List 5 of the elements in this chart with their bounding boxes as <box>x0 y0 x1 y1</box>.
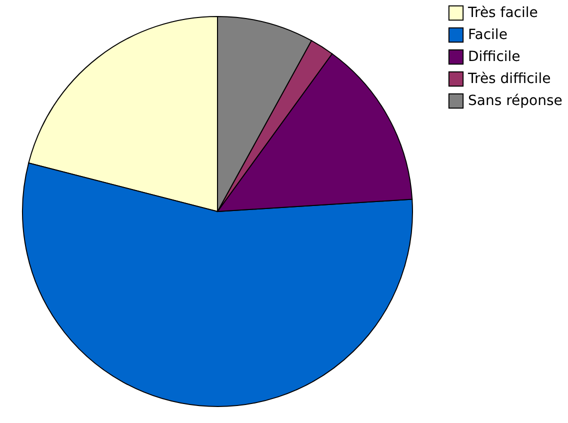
legend-label: Facile <box>468 27 508 43</box>
legend-label: Sans réponse <box>468 93 562 109</box>
legend-label: Difficile <box>468 49 520 65</box>
legend-label: Très facile <box>467 5 538 21</box>
legend-label: Très difficile <box>467 71 551 87</box>
